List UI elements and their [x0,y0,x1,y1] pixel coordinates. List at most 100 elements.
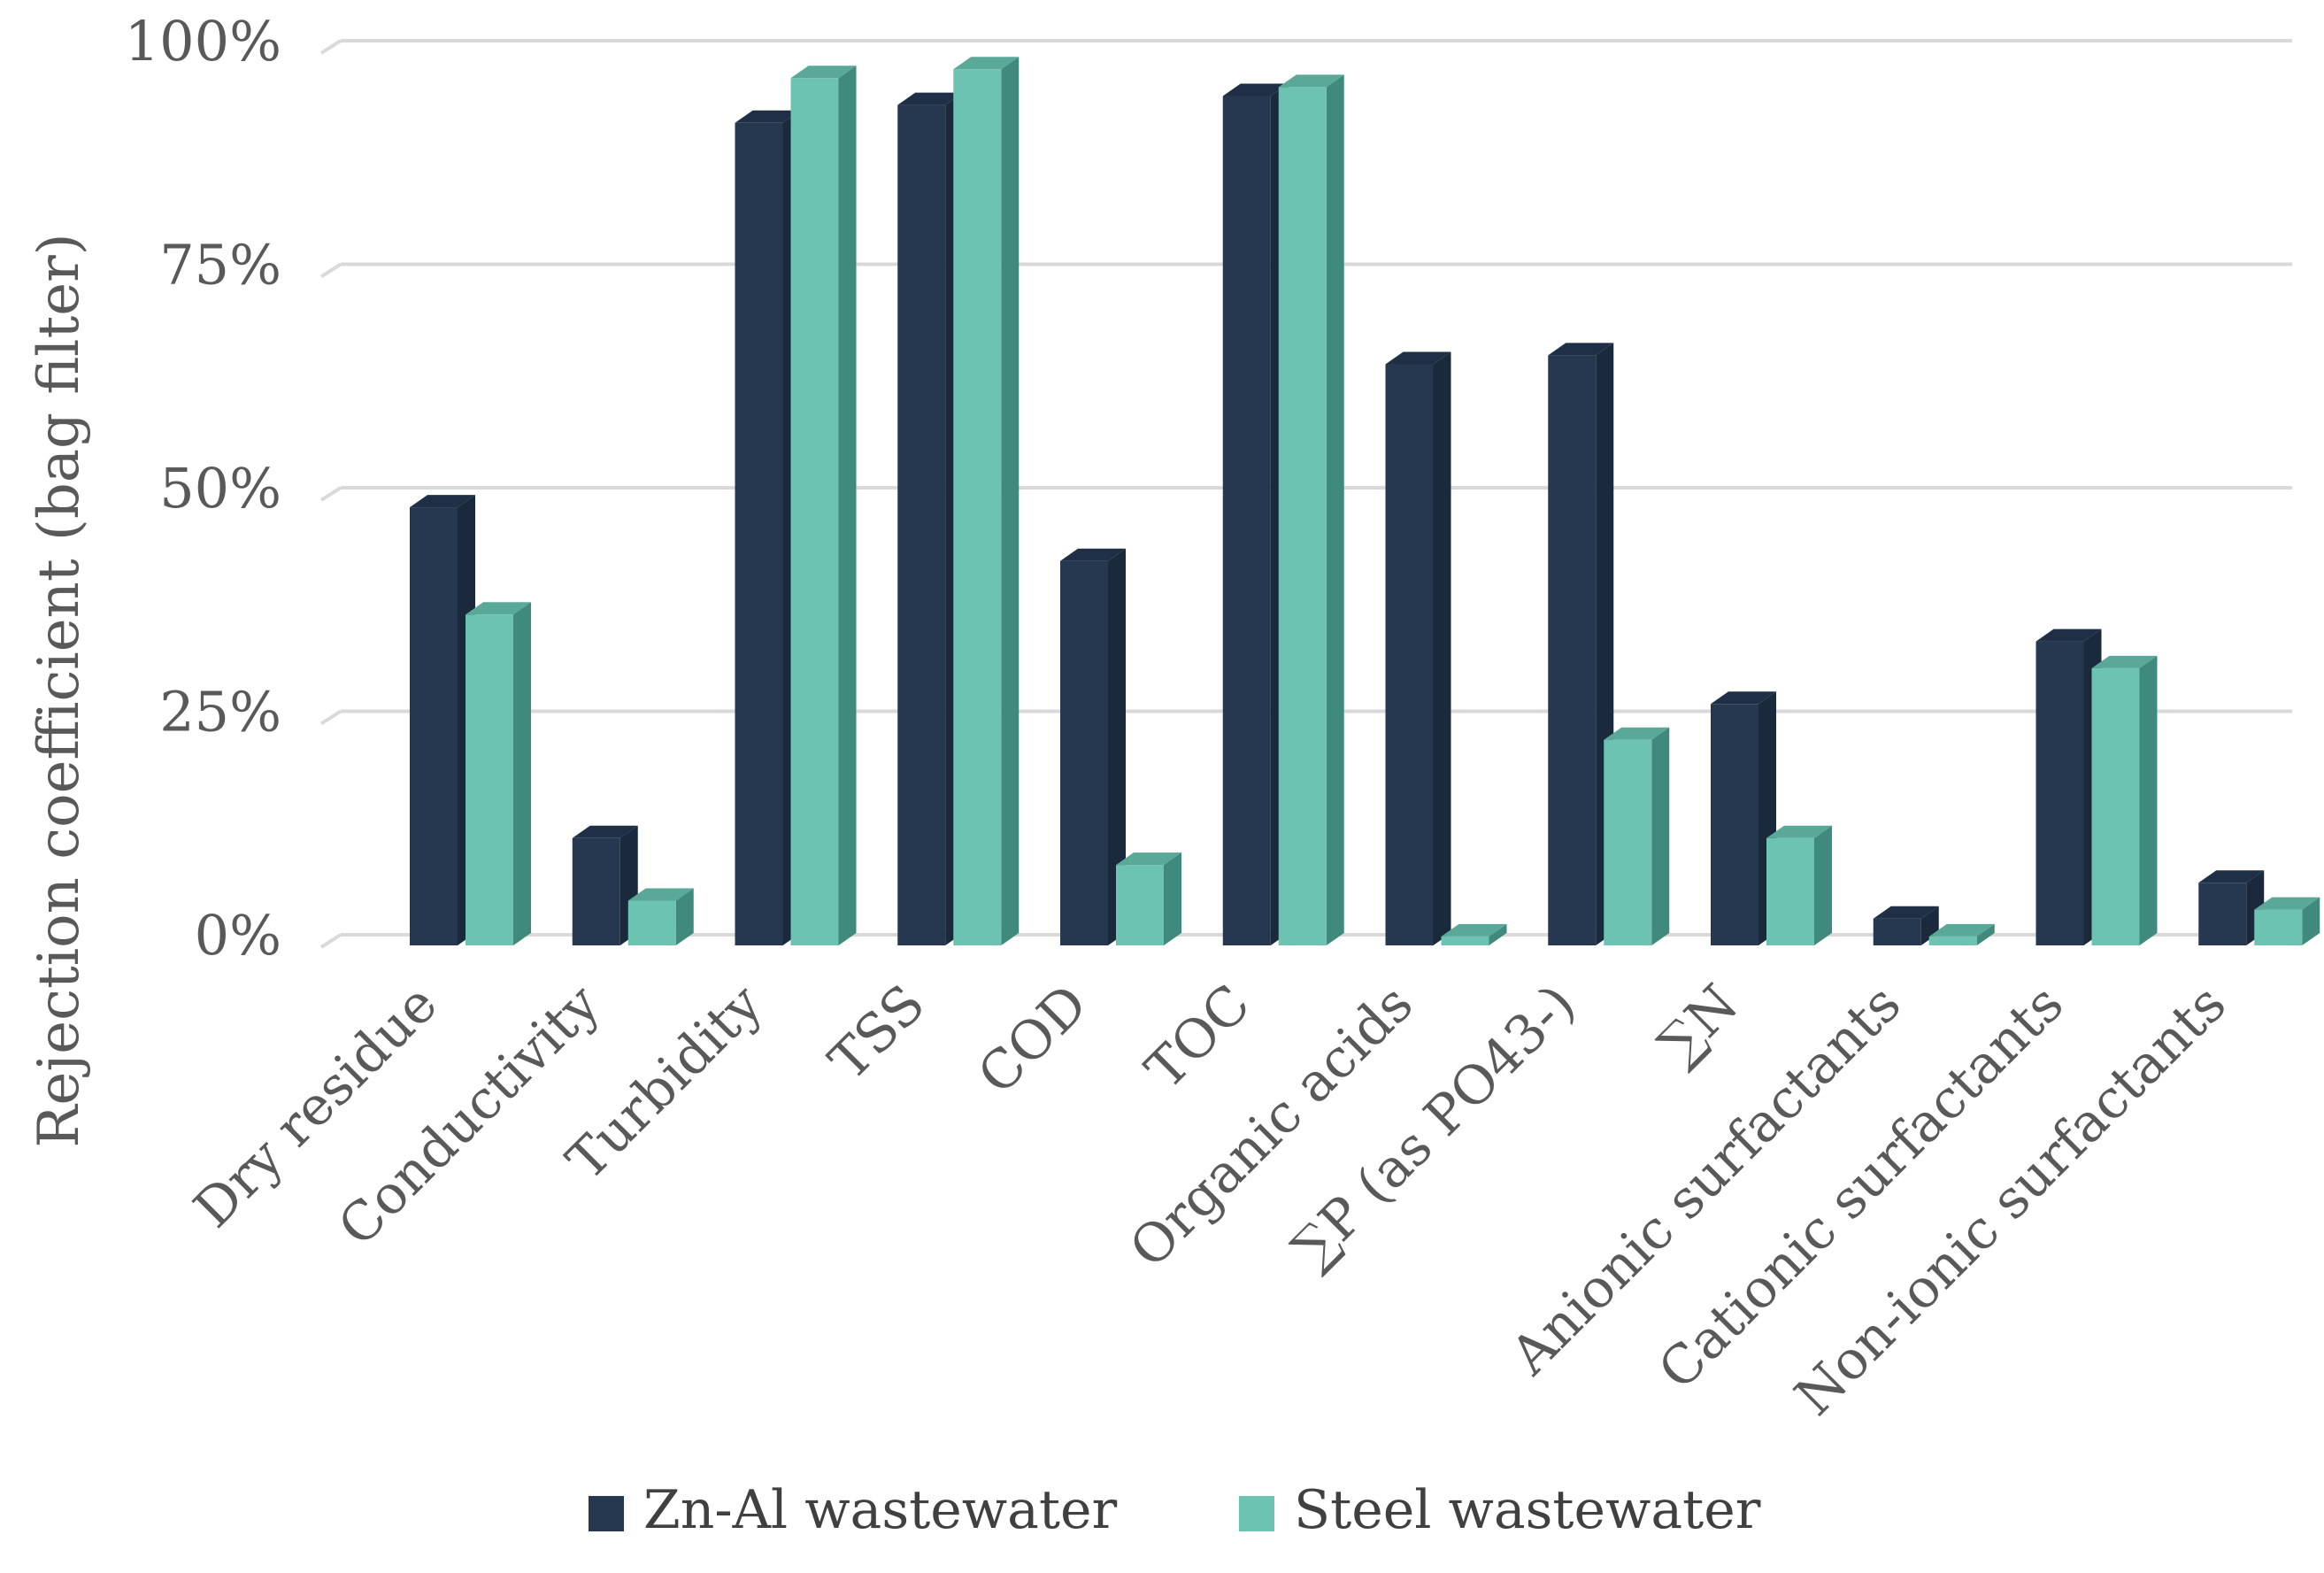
bar-top [1441,923,1507,937]
bar-front [735,122,783,946]
bar-top [1873,906,1939,919]
bar-side [2139,655,2158,945]
bar-front [1441,936,1489,945]
bar-side [1164,852,1181,945]
bar-side [838,66,857,946]
bar [1385,351,1451,945]
x-category-label: TOC [1134,973,1262,1101]
bar-front [1222,96,1271,945]
y-tick-label: 0% [195,903,281,968]
bar-top [897,92,964,105]
bar-front [790,78,839,946]
bar-side [1976,923,1995,945]
bar-top [1278,74,1344,88]
y-tick-label: 25% [159,680,281,744]
bar-top [572,825,638,838]
bar [2035,628,2102,945]
bar-side [513,602,531,945]
bar-side [1433,351,1451,945]
bar [1873,906,1939,945]
bar [1766,825,1832,945]
bar [1604,727,1670,945]
bar-front [2035,641,2084,945]
bar-front [1116,865,1164,945]
bar [1711,691,1776,945]
bar-front [1873,918,1921,945]
bar [410,495,475,945]
bar-front [627,900,676,945]
gridline-edge [319,486,342,502]
x-category-label: COD [966,973,1100,1106]
bar-front [2254,909,2303,945]
bar-side [675,888,694,945]
legend: Zn-Al wastewater Steel wastewater [589,1479,1761,1541]
gridline-edge [319,262,342,279]
gridline-edge [319,709,342,726]
bar-top [1711,691,1776,705]
legend-swatch [1239,1496,1274,1531]
bar [2198,870,2265,945]
bar-front [897,104,946,946]
bar-side [1001,57,1020,945]
x-category-label: ∑N [1647,973,1751,1076]
bar-front [1604,739,1652,945]
bar-side [1326,74,1344,945]
y-tick-label: 100% [125,9,281,73]
x-category-label: ∑P (as PO43-) [1281,973,1588,1280]
bar-front [1548,355,1597,945]
legend-label: Zn-Al wastewater [643,1479,1117,1541]
bar [897,92,964,946]
bar-top [466,602,531,615]
legend-label: Steel wastewater [1294,1479,1761,1541]
bar-top [2254,897,2320,910]
bar-top [735,110,801,123]
bar-front [410,507,458,945]
bar-side [1814,825,1832,945]
bar [1278,74,1344,945]
bar-top [953,57,1020,70]
y-tick-label: 75% [159,233,281,297]
bar [790,66,857,946]
bar [627,888,694,945]
bar [2091,655,2158,945]
bar-side [1108,548,1126,945]
bar-front [1385,364,1434,945]
bar-side [1489,923,1507,945]
bar-top [2198,870,2265,883]
bars [410,57,2320,946]
bar [1060,548,1126,945]
bar [735,110,801,946]
bar [1928,923,1995,945]
bar-front [953,69,1002,945]
bar-top [410,495,475,508]
bar [1116,852,1181,945]
gridline-edge [319,39,342,55]
bar-top [790,66,857,79]
bar [466,602,531,945]
bar [1548,343,1614,945]
gridline-edge [319,933,342,949]
bar-front [2091,667,2140,945]
bar-top [1060,548,1126,561]
bar-top [2035,628,2102,642]
legend-swatch [589,1496,624,1531]
x-category-label: TSS [818,973,937,1092]
bar [1222,83,1289,945]
y-axis-title: Rejection coefficient (bag filter) [27,233,92,1147]
bar-front [572,837,620,945]
bar-front [2198,883,2247,945]
bar-front [1060,560,1108,945]
bar-top [2091,655,2158,668]
bar-side [2302,897,2320,945]
x-category-label: Organic acids [1118,973,1425,1280]
bar [572,825,638,945]
bar [953,57,1020,945]
bar-top [1604,727,1670,740]
bar [1441,923,1507,945]
bar-front [1928,936,1977,945]
bar-top [1928,923,1995,937]
bar-top [1116,852,1181,866]
bar-top [1766,825,1832,838]
